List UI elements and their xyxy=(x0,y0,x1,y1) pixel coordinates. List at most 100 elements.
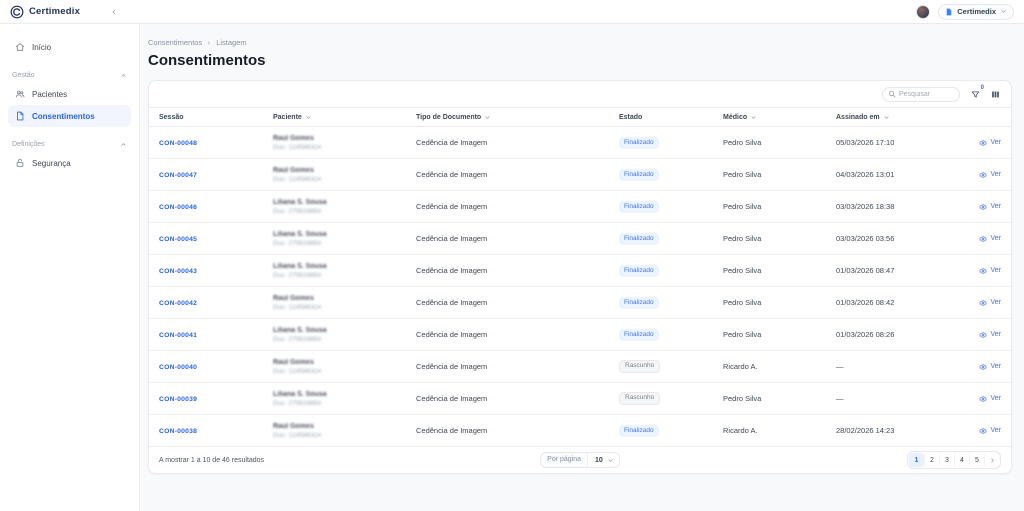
session-link[interactable]: CON-00040 xyxy=(159,364,198,371)
column-header[interactable]: Médico xyxy=(723,114,836,121)
chevron-down-icon xyxy=(1000,8,1007,15)
session-link[interactable]: CON-00039 xyxy=(159,396,198,403)
column-header[interactable]: Paciente xyxy=(273,114,416,121)
page-title: Consentimentos xyxy=(148,52,266,69)
sidebar-section-definicoes[interactable]: Definições xyxy=(12,141,127,148)
sort-chevron-icon[interactable] xyxy=(750,114,757,121)
session-link[interactable]: CON-00045 xyxy=(159,236,198,243)
patient-name: Raul Gomes xyxy=(273,166,314,174)
patient-cell: Raul Gomes Doc: 124586324 xyxy=(273,167,416,183)
view-link[interactable]: Ver xyxy=(979,363,1001,371)
patient-cell: Liliana S. Sousa Doc: 275519884 xyxy=(273,391,416,407)
workspace-selector[interactable]: Certimedix xyxy=(938,3,1014,20)
per-page-select[interactable]: Por página 10 xyxy=(540,452,620,468)
columns-icon[interactable] xyxy=(991,90,1000,99)
view-link[interactable]: Ver xyxy=(979,235,1001,243)
table-row: CON-00043 Liliana S. Sousa Doc: 27551988… xyxy=(149,255,1011,287)
patient-cell: Liliana S. Sousa Doc: 275519884 xyxy=(273,263,416,279)
status-badge: Finalizado xyxy=(619,137,659,149)
medico-cell: Ricardo A. xyxy=(723,426,758,435)
table-row: CON-00040 Raul Gomes Doc: 124586324 Cedê… xyxy=(149,351,1011,383)
sidebar: Início Gestão Pacientes Consentimentos D… xyxy=(0,24,140,511)
search-input[interactable] xyxy=(899,90,954,98)
table-row: CON-00048 Raul Gomes Doc: 124586324 Cedê… xyxy=(149,127,1011,159)
column-header: Sessão xyxy=(159,113,184,121)
patient-doc: Doc: 275519884 xyxy=(273,335,322,343)
patient-doc: Doc: 124586324 xyxy=(273,143,322,151)
table-row: CON-00047 Raul Gomes Doc: 124586324 Cedê… xyxy=(149,159,1011,191)
sidebar-section-gestao[interactable]: Gestão xyxy=(12,72,127,79)
table-body: CON-00048 Raul Gomes Doc: 124586324 Cedê… xyxy=(149,127,1011,447)
sidebar-item-consentimentos[interactable]: Consentimentos xyxy=(8,105,131,127)
view-link[interactable]: Ver xyxy=(979,427,1001,435)
patient-doc: Doc: 124586324 xyxy=(273,175,322,183)
view-link[interactable]: Ver xyxy=(979,299,1001,307)
status-badge: Finalizado xyxy=(619,201,659,213)
doc-type-cell: Cedência de Imagem xyxy=(416,138,488,147)
table-row: CON-00038 Raul Gomes Doc: 124586324 Cedê… xyxy=(149,415,1011,447)
page-button-1[interactable]: 1 xyxy=(909,453,924,467)
session-link[interactable]: CON-00042 xyxy=(159,300,198,307)
view-link[interactable]: Ver xyxy=(979,395,1001,403)
sort-chevron-icon[interactable] xyxy=(883,114,890,121)
user-avatar[interactable] xyxy=(916,4,931,19)
sidebar-collapse-button[interactable] xyxy=(110,8,118,16)
status-badge: Rascunho xyxy=(619,391,661,406)
column-header[interactable]: Assinado em xyxy=(836,114,956,121)
search-icon xyxy=(888,90,896,98)
page-button-5[interactable]: 5 xyxy=(969,453,984,467)
view-link[interactable]: Ver xyxy=(979,139,1001,147)
filter-count-badge: 0 xyxy=(980,84,984,91)
doc-type-cell: Cedência de Imagem xyxy=(416,394,488,403)
eye-icon xyxy=(979,395,988,403)
table-row: CON-00046 Liliana S. Sousa Doc: 27551988… xyxy=(149,191,1011,223)
page-button-4[interactable]: 4 xyxy=(954,453,969,467)
sidebar-item-seguranca[interactable]: Segurança xyxy=(8,152,131,174)
signed-at-cell: — xyxy=(836,362,844,371)
signed-at-cell: 05/03/2026 17:10 xyxy=(836,138,895,147)
view-link[interactable]: Ver xyxy=(979,203,1001,211)
next-page-button[interactable] xyxy=(984,453,999,467)
search-box[interactable] xyxy=(882,86,960,102)
view-link[interactable]: Ver xyxy=(979,267,1001,275)
signed-at-cell: 28/02/2026 14:23 xyxy=(836,426,895,435)
brand-logo: Certimedix xyxy=(0,5,100,19)
page-button-3[interactable]: 3 xyxy=(939,453,954,467)
doc-type-cell: Cedência de Imagem xyxy=(416,202,488,211)
session-link[interactable]: CON-00043 xyxy=(159,268,198,275)
column-header[interactable]: Tipo de Documento xyxy=(416,114,619,121)
lock-icon xyxy=(15,158,25,168)
session-link[interactable]: CON-00046 xyxy=(159,204,198,211)
session-link[interactable]: CON-00038 xyxy=(159,428,198,435)
brand-name: Certimedix xyxy=(29,6,81,17)
certimedix-logo-icon xyxy=(10,5,24,19)
sidebar-item-label: Consentimentos xyxy=(32,111,95,121)
breadcrumb-parent[interactable]: Consentimentos xyxy=(148,38,203,47)
sidebar-item-inicio[interactable]: Início xyxy=(8,36,131,58)
breadcrumb: Consentimentos Listagem xyxy=(148,38,1012,47)
page-button-2[interactable]: 2 xyxy=(924,453,939,467)
session-link[interactable]: CON-00041 xyxy=(159,332,198,339)
patient-name: Liliana S. Sousa xyxy=(273,390,327,398)
eye-icon xyxy=(979,267,988,275)
doc-type-cell: Cedência de Imagem xyxy=(416,330,488,339)
view-link[interactable]: Ver xyxy=(979,171,1001,179)
eye-icon xyxy=(979,235,988,243)
view-link[interactable]: Ver xyxy=(979,331,1001,339)
patient-name: Raul Gomes xyxy=(273,422,314,430)
sort-chevron-icon[interactable] xyxy=(484,114,491,121)
session-link[interactable]: CON-00047 xyxy=(159,172,198,179)
section-label: Gestão xyxy=(12,72,35,79)
filter-icon xyxy=(971,90,980,99)
per-page-label: Por página xyxy=(541,453,589,467)
patient-name: Raul Gomes xyxy=(273,294,314,302)
sort-chevron-icon[interactable] xyxy=(305,114,312,121)
medico-cell: Pedro Silva xyxy=(723,138,762,147)
sidebar-item-pacientes[interactable]: Pacientes xyxy=(8,83,131,105)
filter-button[interactable]: 0 xyxy=(971,85,984,99)
document-icon xyxy=(15,111,25,121)
session-link[interactable]: CON-00048 xyxy=(159,140,198,147)
home-icon xyxy=(15,42,25,52)
